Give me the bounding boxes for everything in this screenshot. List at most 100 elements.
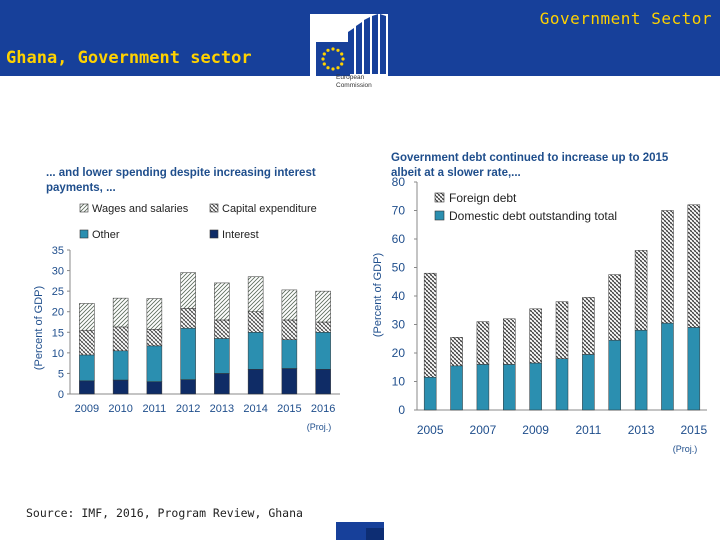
bar-segment: [423, 272, 437, 378]
y-tick-label: 30: [52, 266, 64, 278]
y-tick-label: 50: [392, 261, 406, 275]
bar-segment: [214, 338, 230, 374]
x-tick-label: 2014: [243, 403, 267, 415]
bar-segment: [112, 379, 129, 395]
chart1-title-line2: payments, ...: [46, 182, 116, 194]
bar-segment: [476, 321, 490, 365]
bar-segment: [146, 298, 163, 330]
y-tick-label: 10: [52, 348, 64, 360]
bar-segment: [214, 373, 230, 395]
bar-segment: [247, 276, 264, 312]
x-tick-label: 2010: [108, 403, 132, 415]
commission-building-icon: [348, 14, 386, 74]
bar-segment: [476, 364, 490, 411]
legend-swatch: [209, 229, 219, 239]
bar-segment: [634, 329, 648, 411]
bar-segment: [503, 364, 516, 411]
y-tick-label: 5: [58, 368, 64, 380]
chart1-ylabel: (Percent of GDP): [33, 286, 45, 370]
bar-segment: [214, 282, 230, 321]
bar-segment: [79, 303, 95, 331]
bar-segment: [503, 318, 516, 365]
bar-segment: [146, 329, 163, 347]
logo-line-1: European: [336, 74, 365, 81]
bar-segment: [687, 327, 701, 411]
bar-segment: [450, 365, 463, 411]
legend-label: Other: [92, 229, 120, 241]
page-title: Ghana, Government sector: [6, 48, 252, 68]
legend-swatch: [209, 203, 219, 213]
debt-chart: Government debt continued to increase up…: [372, 152, 707, 454]
bar-segment: [214, 319, 230, 339]
y-tick-label: 10: [392, 375, 406, 389]
bar-segment: [180, 272, 196, 309]
chart1-title-line1: ... and lower spending despite increasin…: [46, 167, 316, 179]
bar-segment: [634, 250, 648, 331]
x-tick-label: 2009: [522, 423, 549, 437]
legend-label: Foreign debt: [449, 191, 517, 205]
x-tick-label: 2013: [210, 403, 234, 415]
bar-segment: [555, 301, 569, 359]
y-tick-label: 35: [52, 245, 64, 257]
y-tick-label: 0: [58, 389, 64, 401]
x-tick-label: 2007: [470, 423, 497, 437]
y-tick-label: 20: [392, 346, 406, 360]
legend-label: Domestic debt outstanding total: [449, 209, 617, 223]
legend-swatch: [79, 229, 89, 239]
bar-segment: [247, 311, 264, 333]
bar-segment: [247, 369, 264, 395]
bar-segment: [180, 308, 196, 329]
bar-segment: [529, 308, 542, 364]
bar-segment: [281, 339, 298, 369]
y-tick-label: 15: [52, 327, 64, 339]
bar-segment: [281, 289, 298, 321]
chart1-plot: 0 5 10 15 20 25 30 35 2009 2010 2011 2012 2013 2014 20…: [52, 245, 340, 415]
logo-text: European Commission: [336, 74, 372, 90]
y-tick-label: 70: [392, 204, 406, 218]
legend-label: Interest: [222, 229, 259, 241]
bar-segment: [112, 297, 129, 328]
bar-segment: [423, 376, 437, 411]
bar-segment: [79, 329, 95, 356]
section-title: Government Sector: [539, 9, 712, 28]
european-commission-logo: European Commission: [310, 14, 388, 100]
x-tick-label: 2009: [75, 403, 99, 415]
eu-flag-icon: [316, 42, 350, 76]
legend-swatch: [434, 210, 445, 221]
bar-segment: [661, 322, 674, 411]
y-tick-label: 40: [392, 289, 406, 303]
bar-segment: [112, 350, 129, 381]
bar-segment: [281, 368, 298, 395]
legend-swatch: [79, 203, 89, 213]
y-tick-label: 60: [392, 232, 406, 246]
bar-segment: [247, 332, 264, 370]
source-note: Source: IMF, 2016, Program Review, Ghana: [26, 506, 303, 520]
bar-segment: [146, 345, 163, 382]
bar-segment: [661, 210, 674, 324]
legend-label: Capital expenditure: [222, 203, 317, 215]
bar-segment: [315, 321, 331, 333]
bar-segment: [180, 327, 196, 380]
bar-segment: [687, 204, 701, 328]
x-tick-label: 2011: [143, 403, 167, 415]
y-tick-label: 80: [392, 175, 406, 189]
footer-decoration-notch: [366, 528, 384, 540]
bar-segment: [146, 381, 163, 395]
chart2-legend: Foreign debt Domestic debt outstanding to…: [434, 191, 617, 223]
bar-segment: [555, 358, 569, 411]
x-tick-label: 2015: [277, 403, 301, 415]
x-tick-label: 2012: [176, 403, 200, 415]
bar-segment: [582, 354, 595, 411]
logo-line-2: Commission: [336, 82, 372, 89]
spending-chart: ... and lower spending despite increasin…: [33, 167, 340, 432]
x-tick-label: 2011: [575, 423, 601, 437]
x-tick-label: 2013: [628, 423, 655, 437]
y-tick-label: 30: [392, 318, 406, 332]
bar-segment: [79, 354, 95, 382]
bar-segment: [529, 362, 542, 411]
bar-segment: [315, 369, 331, 395]
chart1-proj-label: (Proj.): [307, 422, 332, 432]
chart2-title-line2: albeit at a slower rate,...: [391, 167, 521, 179]
y-tick-label: 25: [52, 286, 64, 298]
bar-segment: [112, 326, 129, 352]
